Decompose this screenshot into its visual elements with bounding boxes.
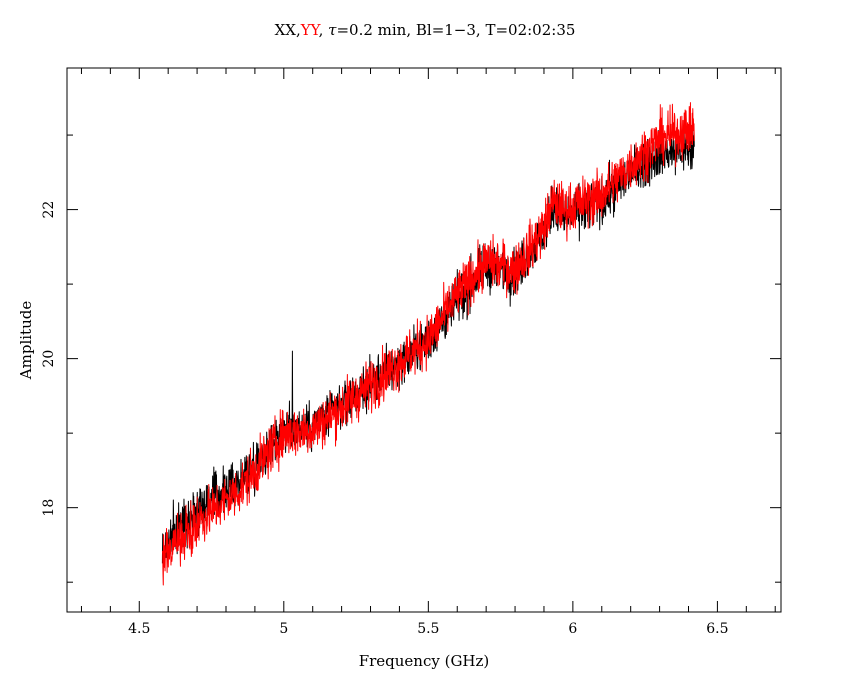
- x-tick-label: 6.5: [706, 621, 728, 637]
- series-layer: [161, 102, 695, 586]
- plot-frame: [66, 67, 782, 613]
- title-part: =0.2 min, Bl=1−3, T=02:02:35: [336, 21, 575, 39]
- x-tick-label: 6: [568, 621, 577, 637]
- title-part: ,: [296, 21, 301, 39]
- x-axis-label: Frequency (GHz): [359, 652, 490, 670]
- y-tick-label: 20: [41, 350, 57, 368]
- x-tick-label: 4.5: [128, 621, 150, 637]
- y-tick-label: 22: [41, 201, 57, 219]
- chart-title: XX,YY, τ=0.2 min, Bl=1−3, T=02:02:35: [275, 21, 576, 39]
- title-part: YY: [300, 21, 322, 39]
- y-axis-label: Amplitude: [17, 301, 35, 381]
- title-part: τ: [328, 21, 337, 39]
- y-tick-label: 18: [41, 499, 57, 517]
- title-part: XX: [275, 21, 297, 39]
- x-tick-label: 5: [279, 621, 288, 637]
- series-yy-line: [161, 102, 695, 586]
- tick-labels: 4.5 5 5.5 6 6.5 18 20 22: [41, 201, 729, 637]
- title-part: ,: [319, 21, 329, 39]
- x-tick-label: 5.5: [417, 621, 439, 637]
- ticks-layer: [67, 68, 781, 612]
